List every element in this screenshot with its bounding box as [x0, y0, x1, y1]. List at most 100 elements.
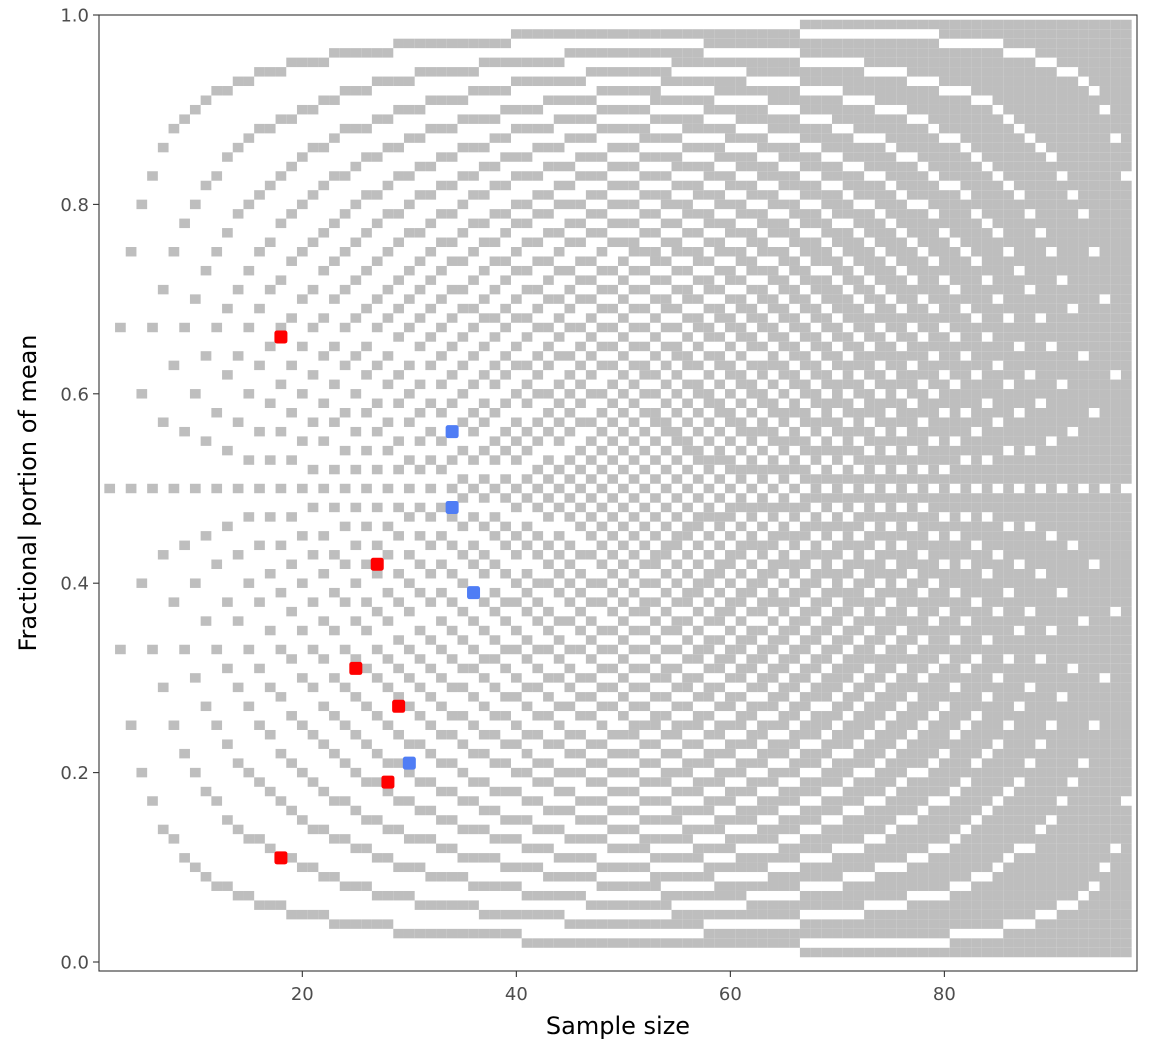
feasible-cell	[917, 351, 929, 361]
feasible-cell	[179, 114, 190, 124]
feasible-cell	[564, 701, 576, 712]
feasible-cell	[778, 559, 790, 569]
feasible-cell	[992, 389, 1004, 399]
feasible-cell	[928, 464, 940, 475]
feasible-cell	[714, 408, 726, 418]
feasible-cell	[1110, 398, 1121, 408]
feasible-cell	[864, 228, 875, 238]
feasible-cell	[607, 938, 618, 948]
feasible-cell	[789, 654, 800, 664]
feasible-cell	[532, 729, 544, 740]
feasible-cell	[1088, 379, 1100, 390]
feasible-cell	[1120, 673, 1132, 683]
feasible-cell	[842, 625, 854, 636]
feasible-cell	[596, 521, 608, 532]
feasible-cell	[832, 729, 843, 740]
feasible-cell	[500, 692, 511, 702]
feasible-cell	[714, 455, 726, 465]
feasible-cell	[725, 133, 736, 143]
feasible-cell	[1046, 237, 1057, 248]
feasible-cell	[371, 48, 383, 58]
feasible-cell	[1088, 872, 1100, 882]
feasible-cell	[1099, 493, 1111, 503]
feasible-cell	[307, 417, 319, 427]
feasible-cell	[1110, 445, 1121, 456]
feasible-cell	[874, 455, 886, 465]
feasible-cell	[767, 265, 779, 276]
feasible-cell	[585, 692, 597, 702]
feasible-cell	[1035, 161, 1047, 172]
feasible-cell	[725, 909, 736, 920]
feasible-cell	[1088, 748, 1100, 759]
feasible-cell	[725, 834, 736, 844]
feasible-cell	[436, 786, 447, 797]
feasible-cell	[971, 29, 982, 39]
feasible-cell	[500, 758, 511, 768]
feasible-cell	[832, 739, 843, 749]
feasible-cell	[778, 824, 790, 835]
feasible-cell	[778, 275, 790, 285]
feasible-cell	[896, 559, 907, 569]
feasible-cell	[446, 398, 458, 408]
feasible-cell	[767, 142, 779, 153]
feasible-cell	[821, 521, 833, 532]
feasible-cell	[757, 370, 768, 380]
feasible-cell	[949, 540, 961, 551]
feasible-cell	[1024, 332, 1036, 342]
feasible-cell	[510, 862, 522, 873]
feasible-cell	[682, 247, 693, 257]
feasible-cell	[671, 559, 683, 569]
feasible-cell	[618, 256, 629, 266]
feasible-cell	[1067, 180, 1079, 191]
feasible-cell	[660, 587, 672, 598]
feasible-cell	[200, 701, 212, 712]
feasible-cell	[1120, 862, 1132, 873]
feasible-cell	[436, 928, 447, 939]
feasible-cell	[639, 303, 651, 314]
feasible-cell	[874, 767, 886, 778]
feasible-cell	[725, 218, 736, 229]
feasible-cell	[1110, 578, 1121, 588]
feasible-cell	[949, 408, 961, 418]
feasible-cell	[457, 493, 469, 503]
feasible-cell	[585, 815, 597, 825]
feasible-cell	[339, 171, 351, 181]
feasible-cell	[949, 777, 961, 787]
feasible-cell	[981, 862, 993, 873]
feasible-cell	[1024, 493, 1036, 503]
feasible-cell	[628, 606, 640, 617]
feasible-cell	[1003, 729, 1014, 740]
feasible-cell	[960, 815, 972, 825]
feasible-cell	[585, 493, 597, 503]
feasible-cell	[928, 199, 940, 210]
feasible-cell	[1035, 606, 1047, 617]
feasible-cell	[564, 872, 576, 882]
feasible-cell	[949, 228, 961, 238]
feasible-cell	[618, 900, 629, 910]
feasible-cell	[489, 360, 501, 371]
feasible-cell	[1035, 445, 1047, 456]
feasible-cell	[585, 436, 597, 446]
feasible-cell	[585, 531, 597, 541]
feasible-cell	[874, 919, 886, 929]
feasible-cell	[864, 123, 875, 134]
feasible-cell	[981, 171, 993, 181]
feasible-cell	[928, 502, 940, 513]
feasible-cell	[553, 635, 565, 645]
feasible-cell	[896, 161, 907, 172]
feasible-cell	[639, 540, 651, 551]
feasible-cell	[896, 275, 907, 285]
feasible-cell	[1078, 550, 1089, 560]
feasible-cell	[1078, 199, 1089, 210]
feasible-cell	[500, 739, 511, 749]
feasible-cell	[992, 436, 1004, 446]
feasible-cell	[971, 616, 982, 626]
feasible-cell	[725, 862, 736, 873]
feasible-cell	[1046, 881, 1057, 891]
feasible-cell	[564, 95, 576, 105]
feasible-cell	[1120, 180, 1132, 191]
feasible-cell	[1024, 673, 1036, 683]
feasible-cell	[1035, 426, 1047, 437]
feasible-cell	[799, 872, 811, 882]
feasible-cell	[157, 284, 169, 295]
